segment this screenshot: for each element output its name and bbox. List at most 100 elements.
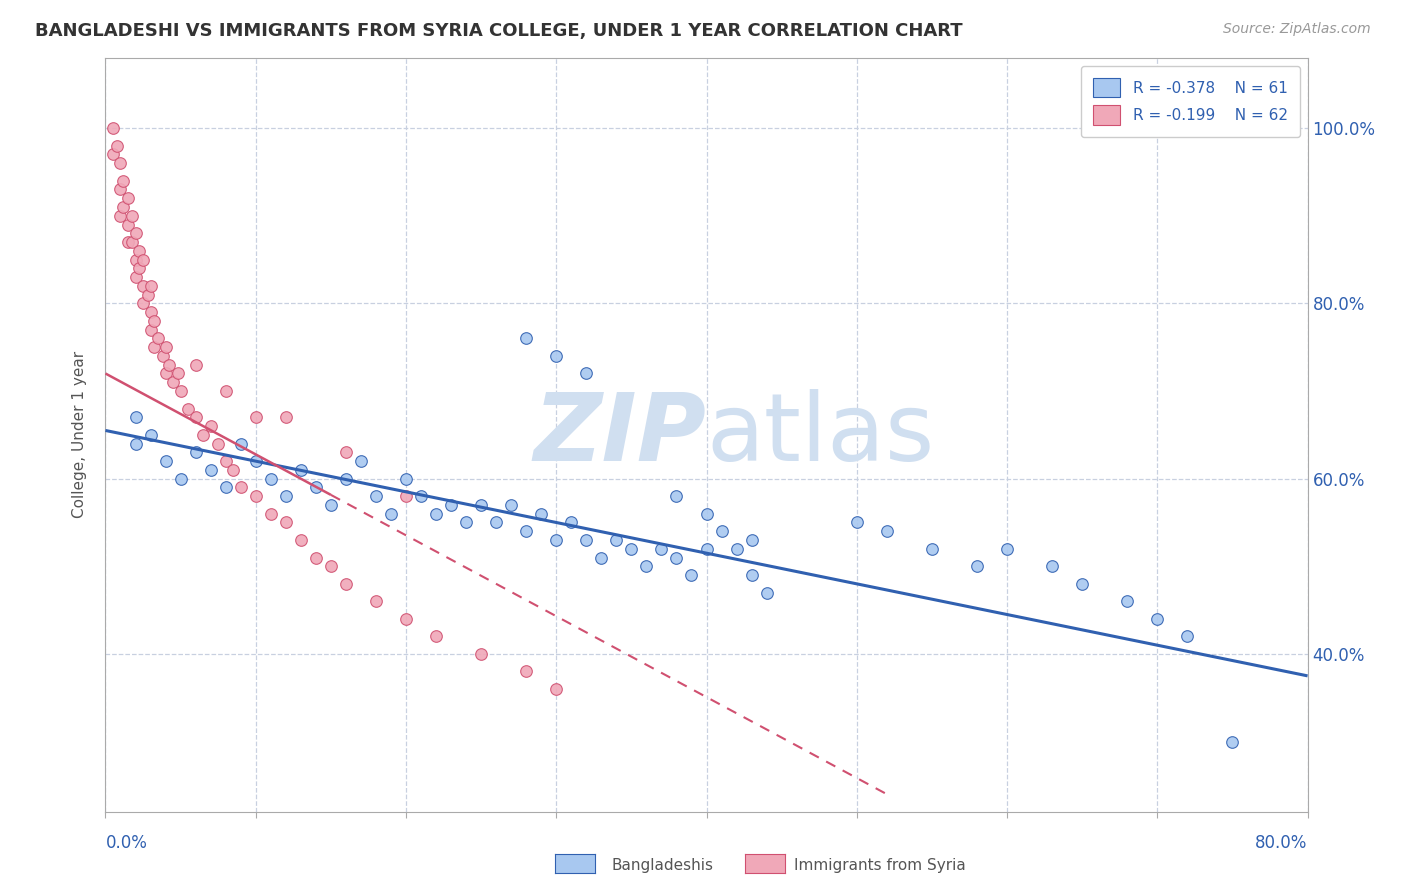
- Point: [124, 410, 146, 425]
- Point: [575, 533, 598, 547]
- Point: [350, 454, 373, 468]
- Point: [395, 489, 418, 503]
- Point: [260, 472, 283, 486]
- Point: [591, 550, 613, 565]
- Point: [335, 445, 357, 459]
- Point: [121, 235, 143, 249]
- Point: [155, 367, 177, 381]
- Point: [124, 252, 146, 267]
- Point: [696, 541, 718, 556]
- Point: [260, 507, 283, 521]
- Point: [546, 533, 568, 547]
- Point: [605, 533, 627, 547]
- Point: [128, 244, 150, 258]
- Point: [305, 550, 328, 565]
- Point: [169, 472, 191, 486]
- Point: [107, 138, 129, 153]
- Point: [128, 261, 150, 276]
- Point: [741, 568, 763, 582]
- Point: [177, 401, 200, 416]
- Point: [132, 278, 155, 293]
- Point: [169, 384, 191, 398]
- Text: Source: ZipAtlas.com: Source: ZipAtlas.com: [1223, 22, 1371, 37]
- Point: [364, 594, 387, 608]
- Point: [184, 410, 207, 425]
- Point: [1146, 612, 1168, 626]
- Point: [845, 516, 868, 530]
- Point: [290, 463, 312, 477]
- Point: [995, 541, 1018, 556]
- Point: [136, 287, 159, 301]
- Point: [222, 463, 245, 477]
- Point: [112, 174, 135, 188]
- Point: [665, 550, 688, 565]
- Point: [139, 278, 162, 293]
- Point: [380, 507, 402, 521]
- Point: [515, 331, 537, 345]
- Point: [139, 305, 162, 319]
- Point: [110, 209, 132, 223]
- Point: [274, 410, 297, 425]
- Text: ZIP: ZIP: [534, 389, 707, 481]
- Point: [245, 410, 267, 425]
- Point: [110, 156, 132, 170]
- Point: [876, 524, 898, 539]
- Point: [214, 454, 236, 468]
- Point: [142, 314, 165, 328]
- Point: [921, 541, 943, 556]
- Point: [440, 498, 463, 512]
- Point: [501, 498, 523, 512]
- Point: [335, 472, 357, 486]
- Text: 80.0%: 80.0%: [1256, 834, 1308, 852]
- Point: [245, 454, 267, 468]
- Point: [229, 436, 252, 450]
- Point: [146, 331, 169, 345]
- Point: [530, 507, 553, 521]
- Point: [142, 340, 165, 354]
- Point: [305, 480, 328, 494]
- Point: [139, 428, 162, 442]
- Point: [155, 340, 177, 354]
- Point: [620, 541, 643, 556]
- Point: [650, 541, 672, 556]
- Text: BANGLADESHI VS IMMIGRANTS FROM SYRIA COLLEGE, UNDER 1 YEAR CORRELATION CHART: BANGLADESHI VS IMMIGRANTS FROM SYRIA COL…: [35, 22, 963, 40]
- Point: [245, 489, 267, 503]
- Y-axis label: College, Under 1 year: College, Under 1 year: [72, 351, 87, 518]
- Point: [515, 524, 537, 539]
- Point: [1071, 577, 1094, 591]
- Point: [454, 516, 477, 530]
- Point: [117, 191, 139, 205]
- Point: [425, 629, 447, 643]
- Legend: R = -0.378    N = 61, R = -0.199    N = 62: R = -0.378 N = 61, R = -0.199 N = 62: [1081, 66, 1301, 137]
- Point: [725, 541, 748, 556]
- Point: [470, 647, 492, 661]
- Point: [155, 454, 177, 468]
- Point: [274, 516, 297, 530]
- Point: [139, 323, 162, 337]
- Point: [1040, 559, 1063, 574]
- Point: [162, 376, 184, 390]
- Point: [191, 428, 214, 442]
- Text: Immigrants from Syria: Immigrants from Syria: [794, 858, 966, 872]
- Point: [485, 516, 508, 530]
- Point: [710, 524, 733, 539]
- Point: [124, 270, 146, 285]
- Point: [101, 121, 124, 136]
- Point: [395, 472, 418, 486]
- Point: [110, 182, 132, 196]
- Point: [124, 436, 146, 450]
- Point: [200, 463, 222, 477]
- Point: [184, 445, 207, 459]
- Point: [546, 349, 568, 363]
- Point: [1222, 734, 1244, 748]
- Point: [755, 585, 778, 599]
- Point: [207, 436, 229, 450]
- Point: [157, 358, 180, 372]
- Point: [696, 507, 718, 521]
- Point: [335, 577, 357, 591]
- Point: [229, 480, 252, 494]
- Point: [132, 296, 155, 310]
- Point: [101, 147, 124, 161]
- Point: [132, 252, 155, 267]
- Point: [117, 235, 139, 249]
